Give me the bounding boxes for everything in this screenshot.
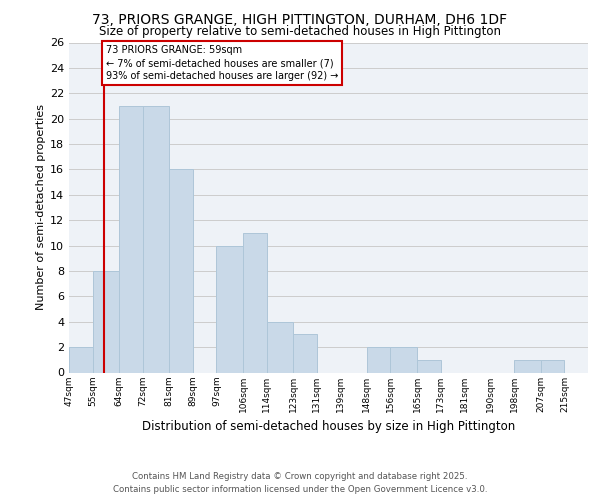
Text: 73, PRIORS GRANGE, HIGH PITTINGTON, DURHAM, DH6 1DF: 73, PRIORS GRANGE, HIGH PITTINGTON, DURH… [92, 12, 508, 26]
Text: 73 PRIORS GRANGE: 59sqm
← 7% of semi-detached houses are smaller (7)
93% of semi: 73 PRIORS GRANGE: 59sqm ← 7% of semi-det… [106, 45, 338, 82]
Bar [266, 322, 293, 372]
X-axis label: Distribution of semi-detached houses by size in High Pittington: Distribution of semi-detached houses by … [142, 420, 515, 433]
Bar [514, 360, 541, 372]
Text: Size of property relative to semi-detached houses in High Pittington: Size of property relative to semi-detach… [99, 25, 501, 38]
Bar [293, 334, 317, 372]
Bar [417, 360, 440, 372]
Bar [69, 347, 92, 372]
Text: Contains HM Land Registry data © Crown copyright and database right 2025.
Contai: Contains HM Land Registry data © Crown c… [113, 472, 487, 494]
Bar [92, 271, 119, 372]
Bar [391, 347, 417, 372]
Bar [243, 233, 266, 372]
Bar [169, 170, 193, 372]
Bar [367, 347, 391, 372]
Bar [119, 106, 143, 372]
Bar [541, 360, 565, 372]
Bar [143, 106, 169, 372]
Bar [217, 246, 243, 372]
Y-axis label: Number of semi-detached properties: Number of semi-detached properties [36, 104, 46, 310]
